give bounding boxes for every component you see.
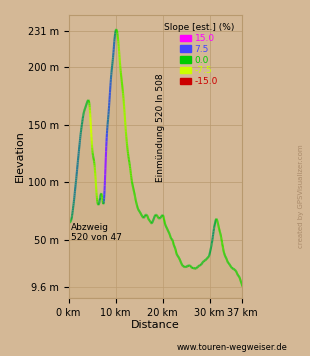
X-axis label: Distance: Distance bbox=[131, 320, 180, 330]
Text: created by GPSVisualizer.com: created by GPSVisualizer.com bbox=[298, 144, 304, 248]
Text: Abzweig
520 von 47: Abzweig 520 von 47 bbox=[71, 223, 122, 242]
Y-axis label: Elevation: Elevation bbox=[15, 130, 25, 182]
Text: Einmündung 520 In 508: Einmündung 520 In 508 bbox=[156, 74, 165, 182]
Text: www.touren-wegweiser.de: www.touren-wegweiser.de bbox=[177, 344, 288, 352]
Text: Borgarnes: Borgarnes bbox=[0, 355, 1, 356]
Legend: 15.0, 7.5, 0.0, -7.5, -15.0: 15.0, 7.5, 0.0, -7.5, -15.0 bbox=[160, 20, 238, 90]
